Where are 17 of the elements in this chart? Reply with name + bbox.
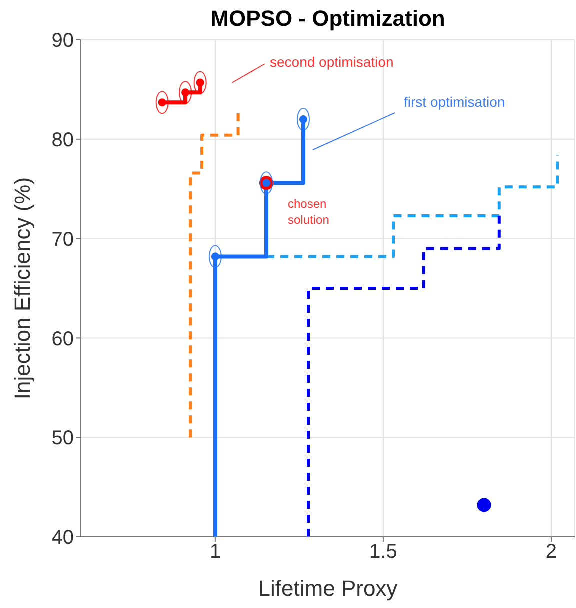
y-tick-label: 60 — [52, 328, 74, 350]
y-tick-label: 40 — [52, 527, 74, 550]
line-series — [189, 112, 240, 440]
x-axis-title: Lifetime Proxy — [258, 576, 398, 601]
y-axis-title: Injection Efficiency (%) — [10, 177, 35, 400]
x-tick-label: 2 — [546, 541, 558, 564]
point — [477, 498, 492, 512]
annotation: chosen solution — [288, 197, 330, 227]
chart-title: MOPSO - Optimization — [210, 6, 446, 31]
y-tick-label: 90 — [52, 30, 74, 52]
y-tick-label: 50 — [52, 428, 74, 450]
x-tick-label: 1 — [210, 541, 221, 564]
annotation: second optimisation — [270, 54, 394, 70]
y-tick-label: 70 — [52, 228, 74, 251]
y-tick-label: 80 — [52, 130, 74, 152]
x-tick-label: 1.5 — [370, 541, 398, 564]
annotation: first optimisation — [404, 94, 506, 110]
